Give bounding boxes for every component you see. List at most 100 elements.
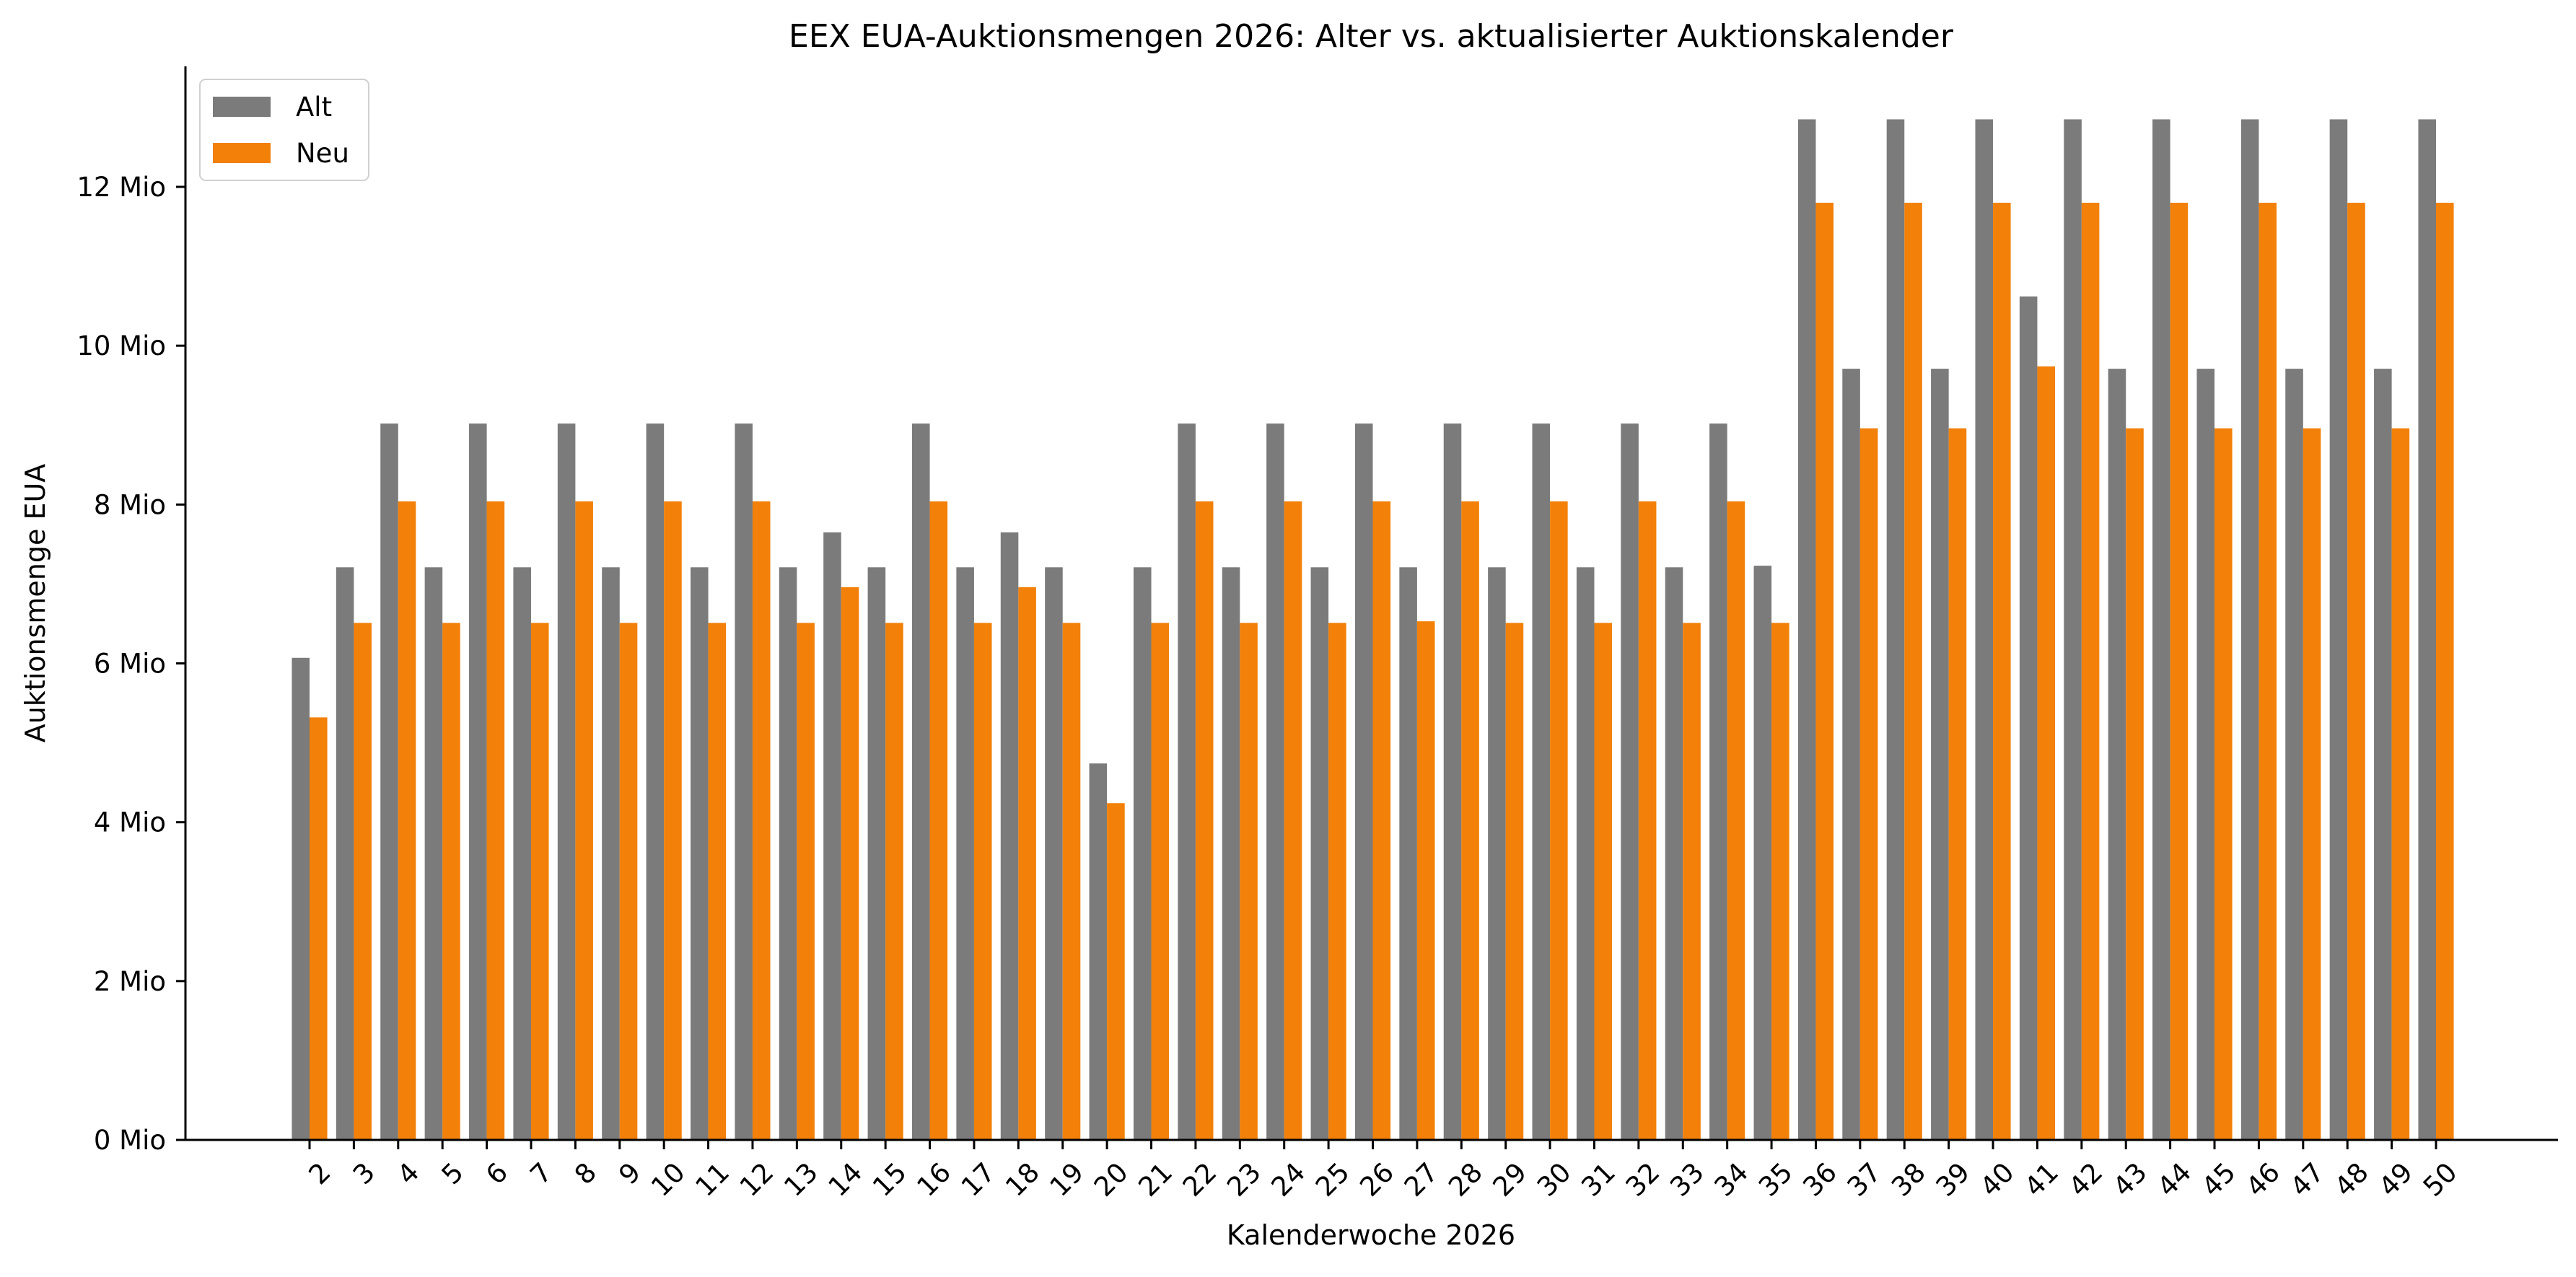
- y-axis-label: Auktionsmenge EUA: [19, 464, 51, 743]
- bar-neu-kw5: [442, 623, 460, 1140]
- bar-neu-kw46: [2259, 203, 2277, 1140]
- bar-alt-kw25: [1310, 567, 1329, 1140]
- bar-alt-kw5: [424, 567, 443, 1140]
- x-tick-label: 16: [911, 1157, 957, 1203]
- x-tick-label: 36: [1797, 1157, 1843, 1203]
- y-tick-label: 4 Mio: [94, 807, 166, 838]
- bar-neu-kw42: [2081, 203, 2100, 1140]
- bar-alt-kw2: [292, 657, 310, 1140]
- bar-alt-kw13: [779, 567, 797, 1140]
- bar-neu-kw20: [1107, 803, 1125, 1140]
- bar-alt-kw9: [602, 567, 620, 1140]
- bar-alt-kw6: [469, 424, 487, 1140]
- x-tick-label: 28: [1442, 1157, 1489, 1203]
- x-tick-label: 19: [1044, 1157, 1090, 1203]
- bar-neu-kw33: [1683, 623, 1701, 1140]
- x-tick-label: 50: [2417, 1157, 2463, 1203]
- x-tick-label: 31: [1575, 1157, 1621, 1203]
- x-tick-label: 37: [1841, 1157, 1888, 1203]
- bar-alt-kw8: [557, 424, 576, 1140]
- x-tick-label: 5: [436, 1157, 470, 1190]
- x-tick-label: 25: [1310, 1157, 1356, 1203]
- x-tick-label: 11: [689, 1157, 735, 1203]
- x-tick-label: 24: [1266, 1157, 1312, 1203]
- x-tick-label: 43: [2107, 1157, 2153, 1203]
- bar-neu-kw10: [664, 501, 682, 1140]
- x-tick-label: 2: [303, 1157, 337, 1190]
- bar-alt-kw38: [1886, 119, 1905, 1141]
- bar-alt-kw40: [1975, 119, 1994, 1141]
- y-tick-label: 2 Mio: [94, 966, 166, 997]
- bar-neu-kw48: [2347, 203, 2365, 1140]
- bar-neu-kw2: [310, 717, 328, 1140]
- bar-alt-kw48: [2329, 119, 2348, 1141]
- bar-alt-kw37: [1842, 369, 1860, 1141]
- bar-alt-kw10: [646, 424, 665, 1140]
- bar-alt-kw43: [2108, 369, 2126, 1141]
- bar-neu-kw16: [929, 501, 948, 1140]
- bar-neu-kw29: [1505, 623, 1524, 1140]
- bar-neu-kw27: [1416, 621, 1435, 1140]
- x-tick-label: 29: [1487, 1157, 1533, 1203]
- bar-alt-kw15: [867, 567, 886, 1140]
- x-tick-label: 38: [1885, 1157, 1932, 1203]
- bar-alt-kw46: [2240, 119, 2259, 1141]
- bar-neu-kw12: [752, 501, 771, 1140]
- x-tick-label: 49: [2373, 1157, 2419, 1203]
- y-tick-label: 8 Mio: [94, 489, 166, 520]
- bar-neu-kw4: [398, 501, 416, 1140]
- y-tick-label: 0 Mio: [94, 1125, 166, 1156]
- bar-neu-kw47: [2303, 428, 2321, 1140]
- bar-alt-kw18: [1000, 532, 1019, 1140]
- bar-neu-kw38: [1904, 203, 1922, 1140]
- bar-neu-kw22: [1195, 501, 1214, 1140]
- bar-alt-kw7: [513, 567, 531, 1140]
- y-tick-label: 12 Mio: [76, 172, 166, 203]
- bar-alt-kw14: [823, 532, 841, 1140]
- bar-neu-kw31: [1594, 623, 1613, 1140]
- x-tick-label: 13: [778, 1157, 824, 1203]
- y-tick-label: 6 Mio: [94, 649, 166, 680]
- x-tick-label: 48: [2329, 1157, 2375, 1203]
- bar-alt-kw20: [1089, 763, 1108, 1140]
- bar-neu-kw11: [708, 623, 727, 1140]
- x-tick-label: 14: [823, 1157, 869, 1203]
- bar-neu-kw30: [1550, 501, 1568, 1140]
- bar-neu-kw43: [2126, 428, 2144, 1140]
- bar-alt-kw49: [2374, 369, 2392, 1141]
- x-tick-label: 27: [1398, 1157, 1445, 1203]
- bar-alt-kw36: [1797, 119, 1816, 1141]
- x-tick-label: 7: [525, 1157, 558, 1190]
- x-tick-label: 22: [1177, 1157, 1223, 1203]
- bar-alt-kw50: [2418, 119, 2436, 1141]
- x-tick-label: 41: [2018, 1157, 2064, 1203]
- x-tick-label: 34: [1709, 1157, 1755, 1203]
- x-tick-label: 4: [391, 1157, 425, 1190]
- y-tick-label: 10 Mio: [76, 330, 166, 361]
- bar-layer: [292, 119, 2454, 1141]
- bar-alt-kw3: [336, 567, 354, 1140]
- bar-neu-kw14: [841, 587, 859, 1140]
- bar-neu-kw37: [1859, 428, 1878, 1140]
- bar-neu-kw39: [1948, 428, 1967, 1140]
- x-tick-label: 18: [999, 1157, 1046, 1203]
- bar-neu-kw28: [1461, 501, 1479, 1140]
- bar-neu-kw41: [2037, 366, 2055, 1140]
- x-tick-label: 26: [1354, 1157, 1400, 1203]
- bar-alt-kw12: [735, 424, 753, 1140]
- bar-alt-kw23: [1222, 567, 1240, 1140]
- bar-neu-kw15: [885, 623, 903, 1140]
- bar-alt-kw33: [1665, 567, 1683, 1140]
- x-tick-label: 8: [569, 1157, 603, 1190]
- x-tick-label: 21: [1132, 1157, 1178, 1203]
- x-tick-label: 10: [645, 1157, 691, 1203]
- chart-title: EEX EUA-Auktionsmengen 2026: Alter vs. a…: [789, 18, 1954, 55]
- bar-alt-kw31: [1576, 567, 1595, 1140]
- bar-alt-kw32: [1621, 424, 1639, 1140]
- bar-neu-kw50: [2436, 203, 2454, 1140]
- x-tick-label: 46: [2240, 1157, 2286, 1203]
- bar-neu-kw8: [575, 501, 593, 1140]
- bar-neu-kw44: [2170, 203, 2189, 1140]
- bar-neu-kw24: [1284, 501, 1302, 1140]
